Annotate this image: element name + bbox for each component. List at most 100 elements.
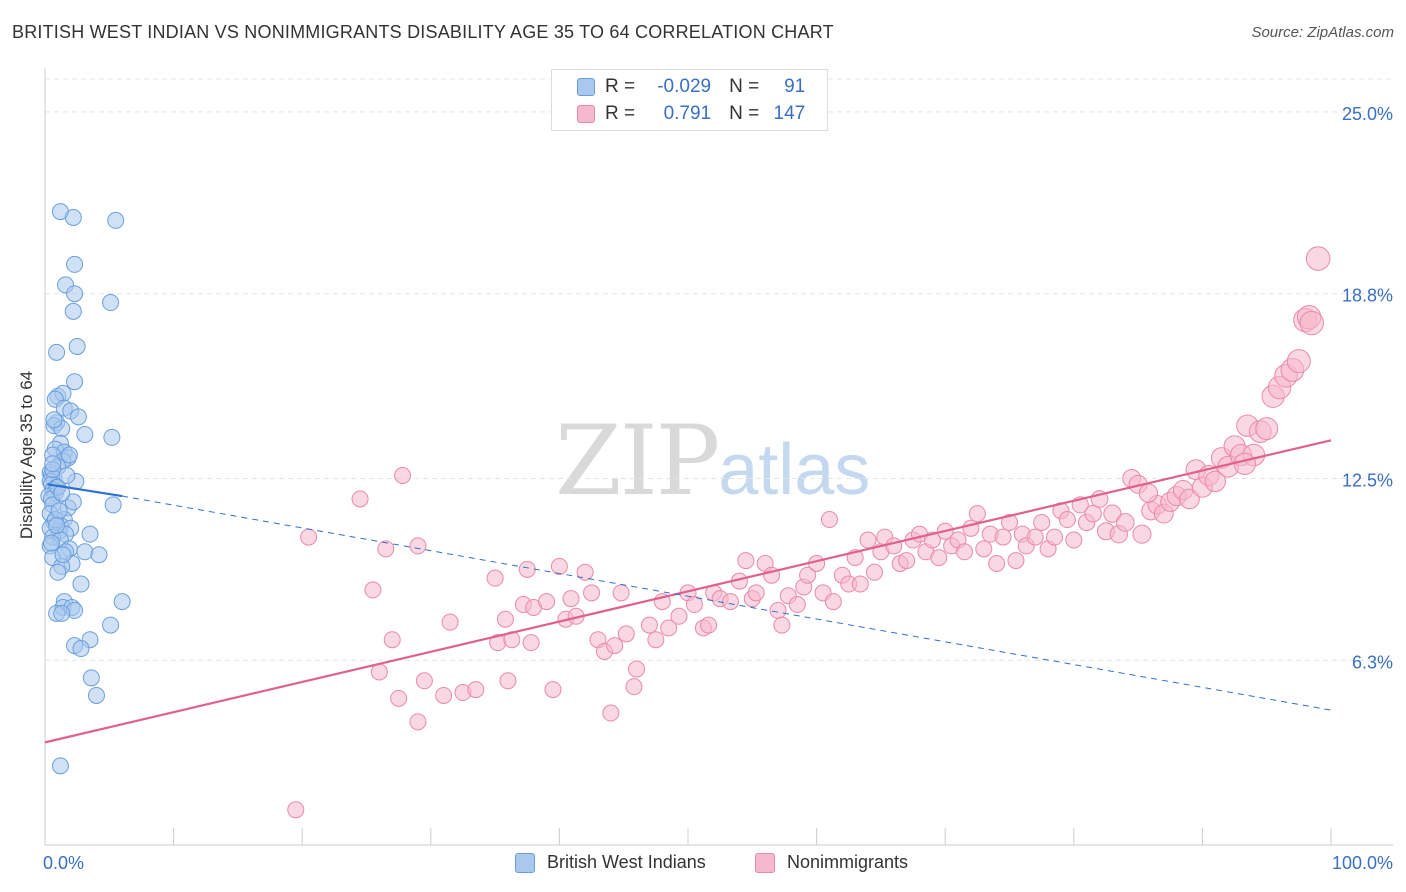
british-west-indians-point xyxy=(58,467,76,485)
nonimmigrants-point xyxy=(975,540,993,558)
british-west-indians-point xyxy=(64,493,82,511)
nonimmigrants-point xyxy=(435,686,453,704)
nonimmigrants-point xyxy=(625,678,643,696)
watermark-zip: ZIP xyxy=(555,405,720,517)
nonimmigrants-point xyxy=(1103,504,1122,523)
nonimmigrants-point xyxy=(1007,552,1025,570)
british-west-indians-point xyxy=(64,302,82,320)
legend-r-label: R = xyxy=(605,103,636,124)
nonimmigrants-point xyxy=(865,563,883,581)
x-tick-label-min: 0.0% xyxy=(43,853,84,873)
nonimmigrants-point xyxy=(351,490,369,508)
watermark-atlas: atlas xyxy=(718,430,871,510)
british-west-indians-point xyxy=(76,425,94,443)
nonimmigrants-point xyxy=(606,637,624,655)
nonimmigrants-point xyxy=(370,663,388,681)
british-west-indians-point xyxy=(49,563,67,581)
y-axis-label: Disability Age 35 to 64 xyxy=(17,370,36,540)
nonimmigrants-point xyxy=(486,569,504,587)
nonimmigrants-point xyxy=(640,616,658,634)
nonimmigrants-point xyxy=(544,681,562,699)
series-swatch-pink xyxy=(755,852,775,873)
nonimmigrants-point xyxy=(1204,470,1226,493)
chart-title: BRITISH WEST INDIAN VS NONIMMIGRANTS DIS… xyxy=(12,22,834,42)
nonimmigrants-point xyxy=(788,596,806,614)
british-west-indians-point xyxy=(60,446,78,464)
british-west-indians-point xyxy=(72,640,90,658)
nonimmigrants-point xyxy=(467,681,485,699)
nonimmigrants-point xyxy=(1084,504,1102,523)
nonimmigrants-point xyxy=(583,584,601,602)
british-west-indians-point xyxy=(44,455,62,473)
nonimmigrants-point xyxy=(364,581,382,599)
series-legend-nonimmigrants: Nonimmigrants xyxy=(755,852,908,873)
nonimmigrants-point xyxy=(824,593,842,611)
nonimmigrants-point xyxy=(377,540,395,558)
nonimmigrants-point xyxy=(885,537,903,555)
nonimmigrants-point xyxy=(1026,528,1044,546)
y-tick-label: 25.0% xyxy=(1342,104,1393,124)
british-west-indians-point xyxy=(82,669,100,687)
nonimmigrants-point xyxy=(859,531,877,549)
british-west-indians-point xyxy=(53,484,71,502)
legend-row-british-west-indians: R = -0.029 N = 91 xyxy=(577,76,805,98)
nonimmigrants-trendline xyxy=(44,439,1332,744)
nonimmigrants-point xyxy=(499,672,517,690)
legend-r-label: R = xyxy=(605,76,636,97)
series-swatch-blue xyxy=(515,852,535,873)
nonimmigrants-point xyxy=(1046,528,1064,546)
nonimmigrants-point xyxy=(721,593,739,611)
british-west-indians-point xyxy=(90,546,108,564)
british-west-indians-point xyxy=(66,255,84,273)
nonimmigrants-point xyxy=(1305,246,1331,271)
legend-swatch-pink xyxy=(577,105,595,123)
british-west-indians-point xyxy=(64,208,82,226)
nonimmigrants-point xyxy=(968,505,986,523)
nonimmigrants-point xyxy=(1299,310,1324,336)
nonimmigrants-point xyxy=(799,566,817,584)
nonimmigrants-point xyxy=(562,590,580,608)
nonimmigrants-point xyxy=(700,616,718,634)
nonimmigrants-point xyxy=(1138,483,1159,503)
legend-n-label: N = xyxy=(729,103,760,124)
british-west-indians-point xyxy=(50,502,68,520)
nonimmigrants-point xyxy=(1058,511,1076,529)
nonimmigrants-point xyxy=(612,584,630,602)
nonimmigrants-point xyxy=(1033,513,1051,531)
correlation-legend: R = -0.029 N = 91 R = 0.791 N = 147 xyxy=(551,69,828,131)
y-tick-label: 6.3% xyxy=(1352,652,1393,672)
y-tick-label: 18.8% xyxy=(1342,286,1393,306)
nonimmigrants-point xyxy=(994,528,1012,546)
nonimmigrants-point xyxy=(1001,513,1018,531)
british-west-indians-point xyxy=(102,294,120,312)
nonimmigrants-point xyxy=(773,616,791,634)
nonimmigrants-point xyxy=(628,660,646,678)
nonimmigrants-point xyxy=(496,610,514,628)
legend-row-nonimmigrants: R = 0.791 N = 147 xyxy=(577,103,805,125)
nonimmigrants-point xyxy=(409,537,427,555)
british-west-indians-point xyxy=(72,575,90,593)
x-tick-label-max: 100.0% xyxy=(1332,853,1393,873)
nonimmigrants-point xyxy=(923,531,941,549)
british-west-indians-point xyxy=(81,525,99,543)
legend-r-value: -0.029 xyxy=(657,76,712,97)
watermark: ZIPatlas xyxy=(555,405,870,517)
british-west-indians-trendline xyxy=(47,483,123,498)
british-west-indians-point xyxy=(104,496,122,514)
nonimmigrants-point xyxy=(538,593,556,611)
nonimmigrants-point xyxy=(988,554,1006,572)
series-legend: British West Indians Nonimmigrants xyxy=(0,852,1406,876)
legend-n-value: 147 xyxy=(773,103,806,124)
series-legend-british-west-indians: British West Indians xyxy=(515,852,706,873)
nonimmigrants-point xyxy=(415,672,433,690)
british-west-indians-point xyxy=(69,408,87,426)
nonimmigrants-point xyxy=(898,552,916,570)
british-west-indians-point xyxy=(87,686,105,704)
british-west-indians-point xyxy=(113,593,131,611)
legend-n-value: 91 xyxy=(784,76,806,97)
british-west-indians-trendline-dashed xyxy=(122,495,1332,711)
nonimmigrants-point xyxy=(518,560,536,578)
nonimmigrants-point xyxy=(737,552,755,570)
nonimmigrants-point xyxy=(660,619,678,637)
